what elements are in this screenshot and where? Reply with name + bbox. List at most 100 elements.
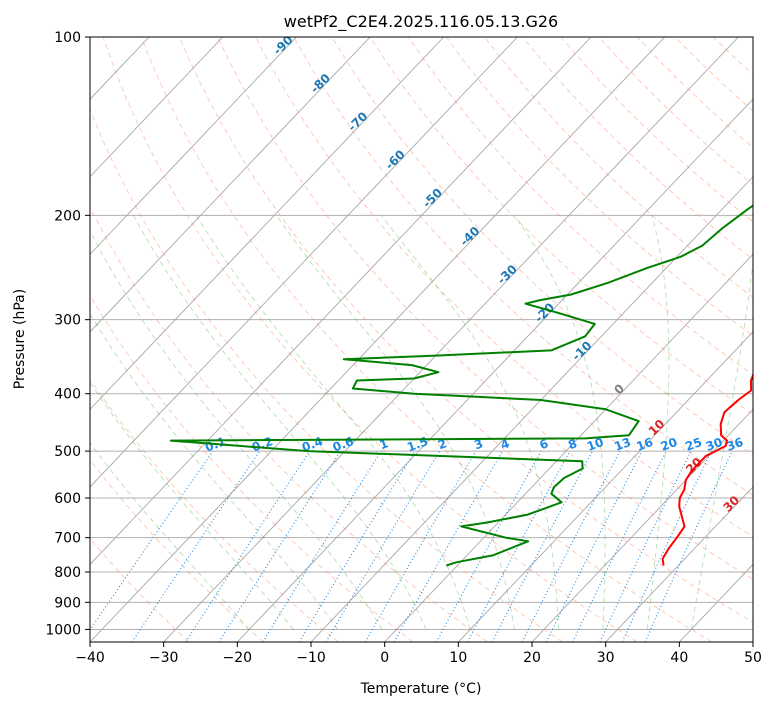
x-axis: −40 −30 −20 −10 0 10 20 30 40 50 (75, 642, 762, 666)
mixing-ratio-line (185, 450, 311, 642)
chart-title: wetPf2_C2E4.2025.116.05.13.G26 (284, 12, 558, 32)
x-tick-label: 30 (597, 650, 615, 666)
x-axis-label: Temperature (°C) (360, 681, 482, 697)
mixing-ratio-line (644, 450, 733, 642)
y-tick-label: 800 (54, 565, 81, 581)
dry-adiabat-line (102, 37, 638, 642)
mixing-ratio-line (621, 450, 712, 642)
dry-adiabat-line (90, 206, 488, 642)
mixing-ratio-line (599, 450, 692, 642)
mixing-ratio-line (131, 450, 261, 642)
isotherm-line (237, 98, 753, 642)
dry-adiabat-line (178, 37, 753, 623)
mixing-ratio-label: 36 (725, 435, 745, 454)
y-axis: 100 200 300 400 500 600 700 800 900 1000 (45, 30, 90, 638)
mixing-ratio-line (545, 450, 643, 642)
moist-adiabat-line (90, 381, 294, 630)
dry-adiabat-line (751, 37, 753, 40)
isotherm-label: -40 (457, 224, 482, 249)
mixing-ratio-line (491, 450, 594, 642)
dry-adiabat-line (217, 37, 753, 580)
mixing-ratio-line (435, 450, 542, 642)
y-tick-label: 600 (54, 491, 81, 507)
isotherm-line (605, 486, 753, 642)
moist-adiabat-line (133, 215, 427, 630)
y-tick-label: 400 (54, 387, 81, 403)
dry-adiabat-line (712, 37, 753, 76)
dry-adiabat-line (331, 37, 753, 456)
mixing-ratio-line (467, 450, 571, 642)
x-tick-label: 10 (449, 650, 467, 666)
moist-adiabat-line (380, 215, 560, 630)
isotherm-line (90, 37, 297, 255)
dry-adiabat-line (293, 37, 753, 496)
mixing-ratio-line (325, 450, 441, 642)
isotherm-label: -90 (270, 33, 295, 58)
plot-frame (89, 36, 754, 643)
moist-adiabat-line (90, 442, 250, 630)
isotherm-label: -70 (345, 109, 370, 134)
isotherm-line (752, 641, 753, 642)
isotherm-line (458, 331, 753, 642)
y-axis-label: Pressure (hPa) (12, 289, 28, 389)
dry-adiabat-line (674, 37, 753, 112)
dry-adiabat-line (522, 37, 753, 260)
mixing-ratio-label: 16 (634, 435, 654, 454)
isotherm-line (0, 37, 2, 642)
mixing-ratio-line (298, 450, 416, 642)
isotherm-line (90, 37, 518, 488)
mixing-ratio-line (90, 450, 214, 631)
dry-adiabat-line (255, 37, 753, 538)
y-tick-label: 100 (54, 30, 81, 46)
dewpoint-line (169, 204, 753, 567)
y-tick-label: 300 (54, 313, 81, 329)
dry-adiabat-line (484, 37, 753, 298)
isotherm-label: -60 (382, 147, 407, 172)
isotherm-label: 30 (720, 493, 742, 515)
isotherm-line (90, 37, 666, 642)
line-labels: 0.1 0.2 0.4 0.6 1 1.5 2 3 4 6 8 10 13 16 20 25 30 36-90-8… (203, 33, 745, 515)
y-tick-label: 500 (54, 444, 81, 460)
x-tick-label: 40 (670, 650, 688, 666)
moist-adiabat-line (196, 215, 471, 630)
isotherm-label: 20 (683, 455, 705, 477)
isotherm-label: -80 (308, 71, 333, 96)
moist-adiabat-line (276, 215, 515, 630)
x-tick-label: 50 (744, 650, 762, 666)
moist-adiabat-line (514, 215, 606, 630)
isotherm-line (90, 37, 224, 178)
isotherm-line (531, 408, 753, 642)
mixing-ratio-label: 13 (612, 435, 632, 454)
mixing-ratio-label: 25 (683, 435, 703, 454)
isotherm-label: -50 (420, 186, 445, 211)
dry-adiabat-line (140, 37, 712, 642)
dry-adiabat-line (90, 538, 190, 642)
x-tick-label: −10 (296, 650, 326, 666)
dry-adiabat-line (90, 378, 339, 642)
dry-adiabat-line (636, 37, 753, 149)
isotherm-line (90, 37, 445, 411)
mixing-ratio-line (572, 450, 667, 642)
mixing-ratio-line (364, 450, 477, 642)
dry-adiabat-line (90, 459, 264, 642)
profiles (169, 204, 753, 567)
moist-adiabat-line (690, 259, 753, 630)
moist-adiabat-line (90, 312, 339, 630)
isotherm-line (163, 37, 739, 642)
isotherm-line (384, 253, 753, 642)
dry-adiabat-line (598, 37, 753, 186)
isotherm-label: -20 (532, 300, 557, 325)
mixing-ratio-label: 20 (659, 435, 679, 454)
isotherm-line (90, 37, 371, 333)
x-tick-label: −20 (223, 650, 253, 666)
temperature-line (661, 372, 753, 566)
y-tick-label: 700 (54, 531, 81, 547)
y-tick-label: 900 (54, 595, 81, 611)
isotherm-line (90, 37, 592, 566)
dry-adiabat-line (90, 108, 563, 642)
y-tick-label: 200 (54, 208, 81, 224)
mixing-ratio-label: 10 (585, 435, 605, 454)
isotherm-line (679, 563, 753, 642)
dry-adiabat-line (407, 37, 753, 376)
